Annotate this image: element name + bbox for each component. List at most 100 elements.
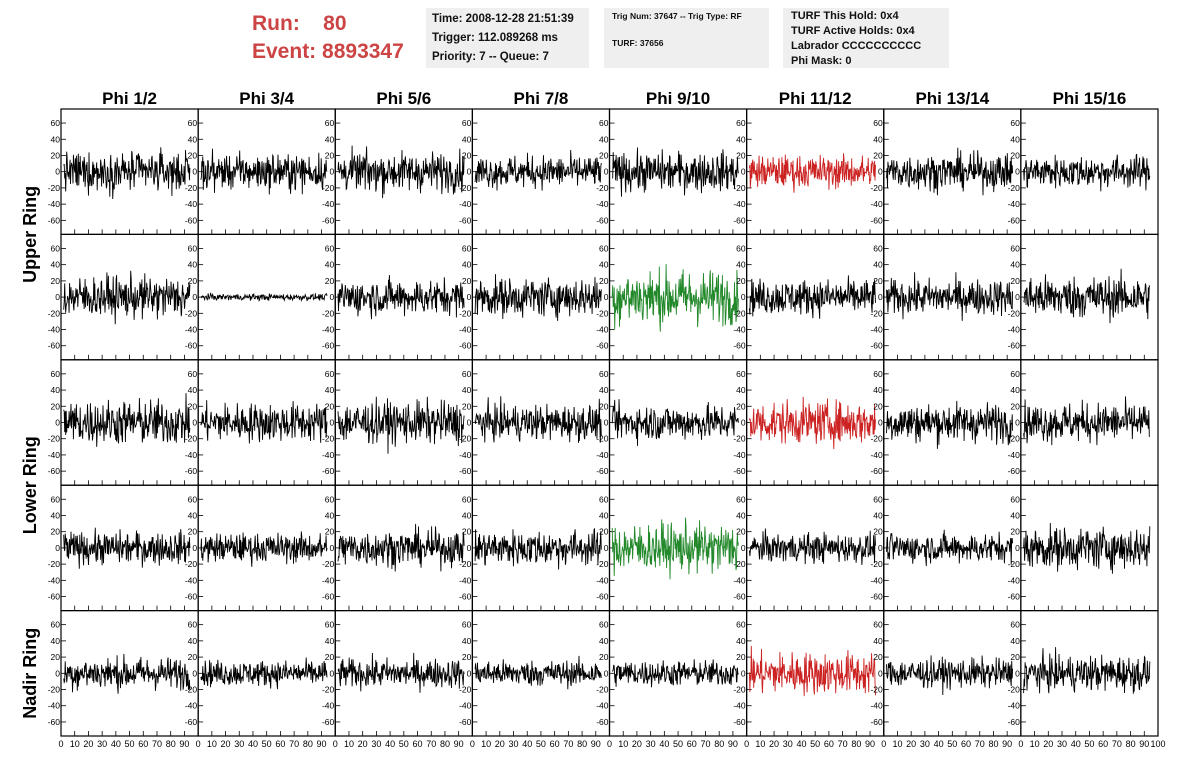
x-tick-label: 0 <box>470 739 475 749</box>
y-tick-label: -40 <box>870 701 883 711</box>
y-tick-label: 0 <box>604 543 609 553</box>
y-tick-label: -40 <box>459 575 472 585</box>
x-tick-label: 30 <box>509 739 519 749</box>
y-tick-label: -60 <box>733 215 746 225</box>
x-tick-label: 80 <box>988 739 998 749</box>
waveform-trace <box>886 529 1014 567</box>
y-tick-label: 60 <box>873 243 883 253</box>
y-tick-label: -60 <box>185 592 198 602</box>
x-tick-label: 70 <box>838 739 848 749</box>
panel-frame <box>746 609 885 737</box>
y-tick-label: 0 <box>330 543 335 553</box>
y-tick-label: -60 <box>870 215 883 225</box>
y-tick-label: 20 <box>873 401 883 411</box>
y-tick-label: -20 <box>733 685 746 695</box>
waveform-trace <box>63 527 191 569</box>
waveform-panel: -60 -40 -20 0 20 40 60 <box>185 359 336 486</box>
column-header-1: Phi 1/2 <box>102 89 157 108</box>
run-event-info: Run: 80 Event: 8893347 <box>252 10 404 66</box>
y-tick-label: 60 <box>462 369 472 379</box>
x-tick-label: 40 <box>522 739 532 749</box>
y-tick-label: -40 <box>48 199 61 209</box>
y-tick-label: -40 <box>185 325 198 335</box>
y-tick-label: -20 <box>733 308 746 318</box>
x-tick-label: 90 <box>179 739 189 749</box>
y-tick-label: -60 <box>733 592 746 602</box>
waveform-trace <box>474 274 602 321</box>
y-tick-label: 40 <box>873 510 883 520</box>
waveform-panel: -60 -40 -20 0 20 40 60 <box>322 108 473 236</box>
waveform-trace <box>1023 153 1151 192</box>
y-tick-label: 40 <box>188 636 198 646</box>
event-row: Event: 8893347 <box>252 38 404 66</box>
y-tick-label: 0 <box>330 292 335 302</box>
y-tick-label: 40 <box>51 510 61 520</box>
y-tick-label: 40 <box>325 385 335 395</box>
y-tick-label: 60 <box>325 369 335 379</box>
y-tick-label: -60 <box>1008 341 1021 351</box>
y-tick-label: 20 <box>873 652 883 662</box>
x-tick-label: 50 <box>125 739 135 749</box>
y-tick-label: 60 <box>1010 494 1020 504</box>
y-tick-label: 60 <box>1010 369 1020 379</box>
x-tick-label: 10 <box>344 739 354 749</box>
x-tick-label: 40 <box>248 739 258 749</box>
y-tick-label: -60 <box>322 717 335 727</box>
y-tick-label: 60 <box>599 620 609 630</box>
x-tick-label: 50 <box>262 739 272 749</box>
y-tick-label: 20 <box>51 150 61 160</box>
y-tick-label: 60 <box>736 243 746 253</box>
panel-frame <box>471 108 611 236</box>
waveform-trace <box>200 292 328 303</box>
x-tick-label: 0 <box>58 739 63 749</box>
x-tick-label: 30 <box>371 739 381 749</box>
y-tick-label: 40 <box>188 385 198 395</box>
waveform-trace <box>748 645 876 697</box>
waveform-panel: -60 -40 -20 0 20 40 60 <box>322 609 473 737</box>
waveform-panel: -60 -40 -20 0 20 40 60 <box>596 233 748 361</box>
y-tick-label: -60 <box>596 466 609 476</box>
y-tick-label: 60 <box>188 620 198 630</box>
y-tick-label: 20 <box>325 652 335 662</box>
x-tick-label: 70 <box>563 739 573 749</box>
y-tick-label: -60 <box>322 592 335 602</box>
y-tick-label: -40 <box>459 450 472 460</box>
y-tick-label: 40 <box>325 134 335 144</box>
y-tick-label: -60 <box>459 466 472 476</box>
y-tick-label: 0 <box>604 418 609 428</box>
waveform-panel: -60 -40 -20 0 20 40 60 <box>870 609 1022 737</box>
phi-mask-text: Phi Mask: 0 <box>791 55 852 67</box>
y-tick-label: 20 <box>51 276 61 286</box>
y-tick-label: -20 <box>185 559 198 569</box>
waveform-panel: -60 -40 -20 0 20 40 60 <box>733 484 885 612</box>
waveform-panel: -60 -40 -20 0 20 40 60 <box>596 359 748 486</box>
x-tick-label: 60 <box>413 739 423 749</box>
waveform-panel: -60 -40 -20 0 20 40 60 <box>870 108 1022 236</box>
y-tick-label: -20 <box>48 685 61 695</box>
y-tick-label: -60 <box>1008 466 1021 476</box>
y-tick-label: 20 <box>188 150 198 160</box>
x-tick-label: 20 <box>495 739 505 749</box>
y-tick-label: 20 <box>325 276 335 286</box>
y-tick-label: 0 <box>330 668 335 678</box>
x-tick-label: 90 <box>591 739 601 749</box>
x-tick-label: 80 <box>166 739 176 749</box>
y-tick-label: 40 <box>51 260 61 270</box>
y-tick-label: -60 <box>870 717 883 727</box>
y-tick-label: 60 <box>1010 118 1020 128</box>
waveform-trace <box>337 274 465 320</box>
y-tick-label: 60 <box>462 620 472 630</box>
trigger-text: Trigger: 112.089268 ms <box>432 32 558 44</box>
x-tick-label: 90 <box>454 739 464 749</box>
y-tick-label: -20 <box>1008 559 1021 569</box>
x-tick-label: 90 <box>317 739 327 749</box>
x-tick-label: 0 <box>607 739 612 749</box>
y-tick-label: 60 <box>599 118 609 128</box>
waveform-trace <box>63 653 191 694</box>
waveform-panel: -60 -40 -20 0 20 40 60 <box>459 359 611 486</box>
run-row: Run: 80 <box>252 10 404 38</box>
y-tick-label: 60 <box>599 494 609 504</box>
y-tick-label: 40 <box>599 134 609 144</box>
x-tick-label: 40 <box>659 739 669 749</box>
y-tick-label: 0 <box>467 543 472 553</box>
